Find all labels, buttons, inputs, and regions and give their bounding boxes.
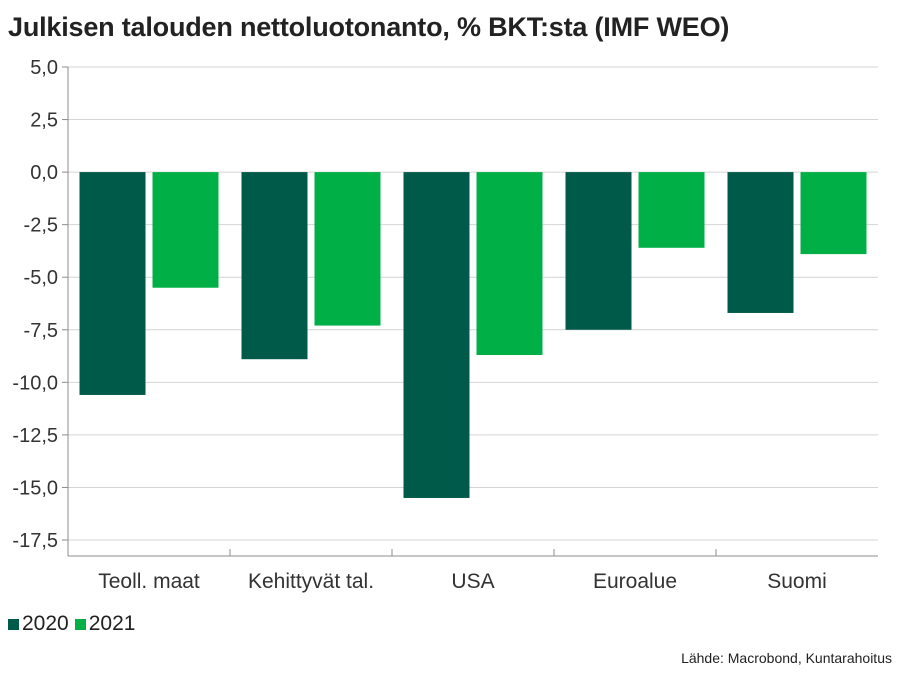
legend-item-2020: 2020 [8, 612, 69, 636]
y-tick-label: 2,5 [30, 110, 58, 132]
x-tick-label: Teoll. maat [98, 570, 200, 593]
y-tick-label: -7,5 [24, 320, 58, 342]
bar-2021-0 [152, 172, 219, 288]
x-tick-label: Euroalue [593, 570, 677, 593]
y-tick-label: 5,0 [30, 57, 58, 79]
legend-label-2021: 2021 [88, 612, 136, 635]
y-tick-label: -5,0 [24, 267, 58, 289]
x-tick-label: Kehittyvät tal. [248, 570, 374, 593]
y-tick-label: -15,0 [12, 477, 58, 499]
bar-2020-2 [403, 172, 470, 498]
bar-2021-4 [800, 172, 867, 255]
bar-2021-3 [638, 172, 705, 248]
y-tick-label: -17,5 [12, 530, 58, 552]
bar-2020-4 [727, 172, 794, 313]
legend-swatch-2021 [74, 618, 86, 630]
bar-2020-1 [241, 172, 308, 360]
x-tick-label: USA [451, 570, 494, 593]
bar-2020-0 [79, 172, 146, 395]
legend-label-2020: 2020 [22, 612, 69, 635]
y-tick-label: -12,5 [12, 425, 58, 447]
y-tick-label: 0,0 [30, 162, 58, 184]
x-tick-label: Suomi [767, 570, 827, 593]
legend-swatch-2020 [8, 618, 19, 630]
bar-2021-2 [476, 172, 543, 356]
y-tick-label: -2,5 [24, 215, 58, 237]
bars [79, 172, 867, 498]
bar-2021-1 [314, 172, 381, 326]
axes: 5,0 2,5 0,0 -2,5 -5,0 -7,5 -10,0 -12,5 -15,0 -17,… [12, 57, 878, 593]
chart-title: Julkisen talouden nettoluotonanto, % BKT… [8, 12, 730, 42]
legend: 2020 2021 [8, 612, 141, 636]
bar-2020-3 [565, 172, 632, 330]
source-note: Lähde: Macrobond, Kuntarahoitus [681, 650, 892, 666]
legend-item-2021: 2021 [74, 612, 136, 636]
y-tick-label: -10,0 [12, 372, 58, 394]
